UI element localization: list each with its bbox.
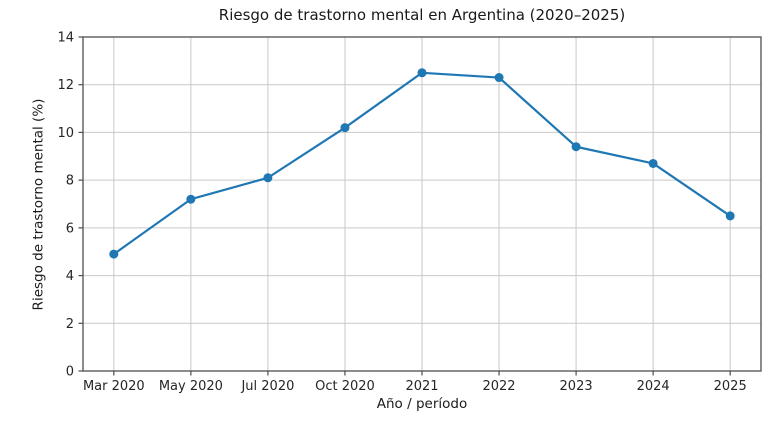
chart-title: Riesgo de trastorno mental en Argentina … (218, 6, 626, 24)
data-point (571, 142, 581, 152)
data-point (494, 73, 504, 83)
y-axis-label: Riesgo de trastorno mental (%) (30, 98, 47, 311)
y-tick-label: 10 (57, 126, 74, 141)
x-tick-label: 2021 (405, 379, 438, 394)
y-tick-label: 12 (57, 78, 74, 93)
x-tick-label: 2024 (637, 379, 670, 394)
x-tick-label: Oct 2020 (315, 379, 375, 394)
x-tick-label: 2025 (714, 379, 747, 394)
x-tick-label: Mar 2020 (83, 379, 145, 394)
y-tick-label: 8 (66, 174, 74, 189)
y-tick-label: 4 (66, 269, 74, 284)
y-tick-label: 2 (66, 317, 74, 332)
data-markers (109, 68, 735, 259)
x-tick-label: 2023 (560, 379, 593, 394)
x-tick-label: 2022 (482, 379, 515, 394)
data-point (417, 68, 427, 78)
y-tick-label: 6 (66, 221, 74, 236)
tick-marks (78, 36, 731, 376)
y-tick-label: 0 (66, 365, 74, 380)
data-point (109, 249, 119, 259)
x-tick-label: Jul 2020 (240, 379, 294, 394)
y-tick-label: 14 (57, 31, 74, 46)
x-axis-label: Año / período (376, 396, 468, 412)
data-point (725, 211, 735, 221)
x-tick-label: May 2020 (159, 379, 223, 394)
data-point (340, 123, 350, 133)
tick-labels: Mar 2020 May 2020 Jul 2020 Oct 2020 2021 2022… (57, 31, 746, 395)
data-point (186, 194, 196, 204)
data-point (648, 158, 658, 168)
data-point (263, 173, 273, 183)
